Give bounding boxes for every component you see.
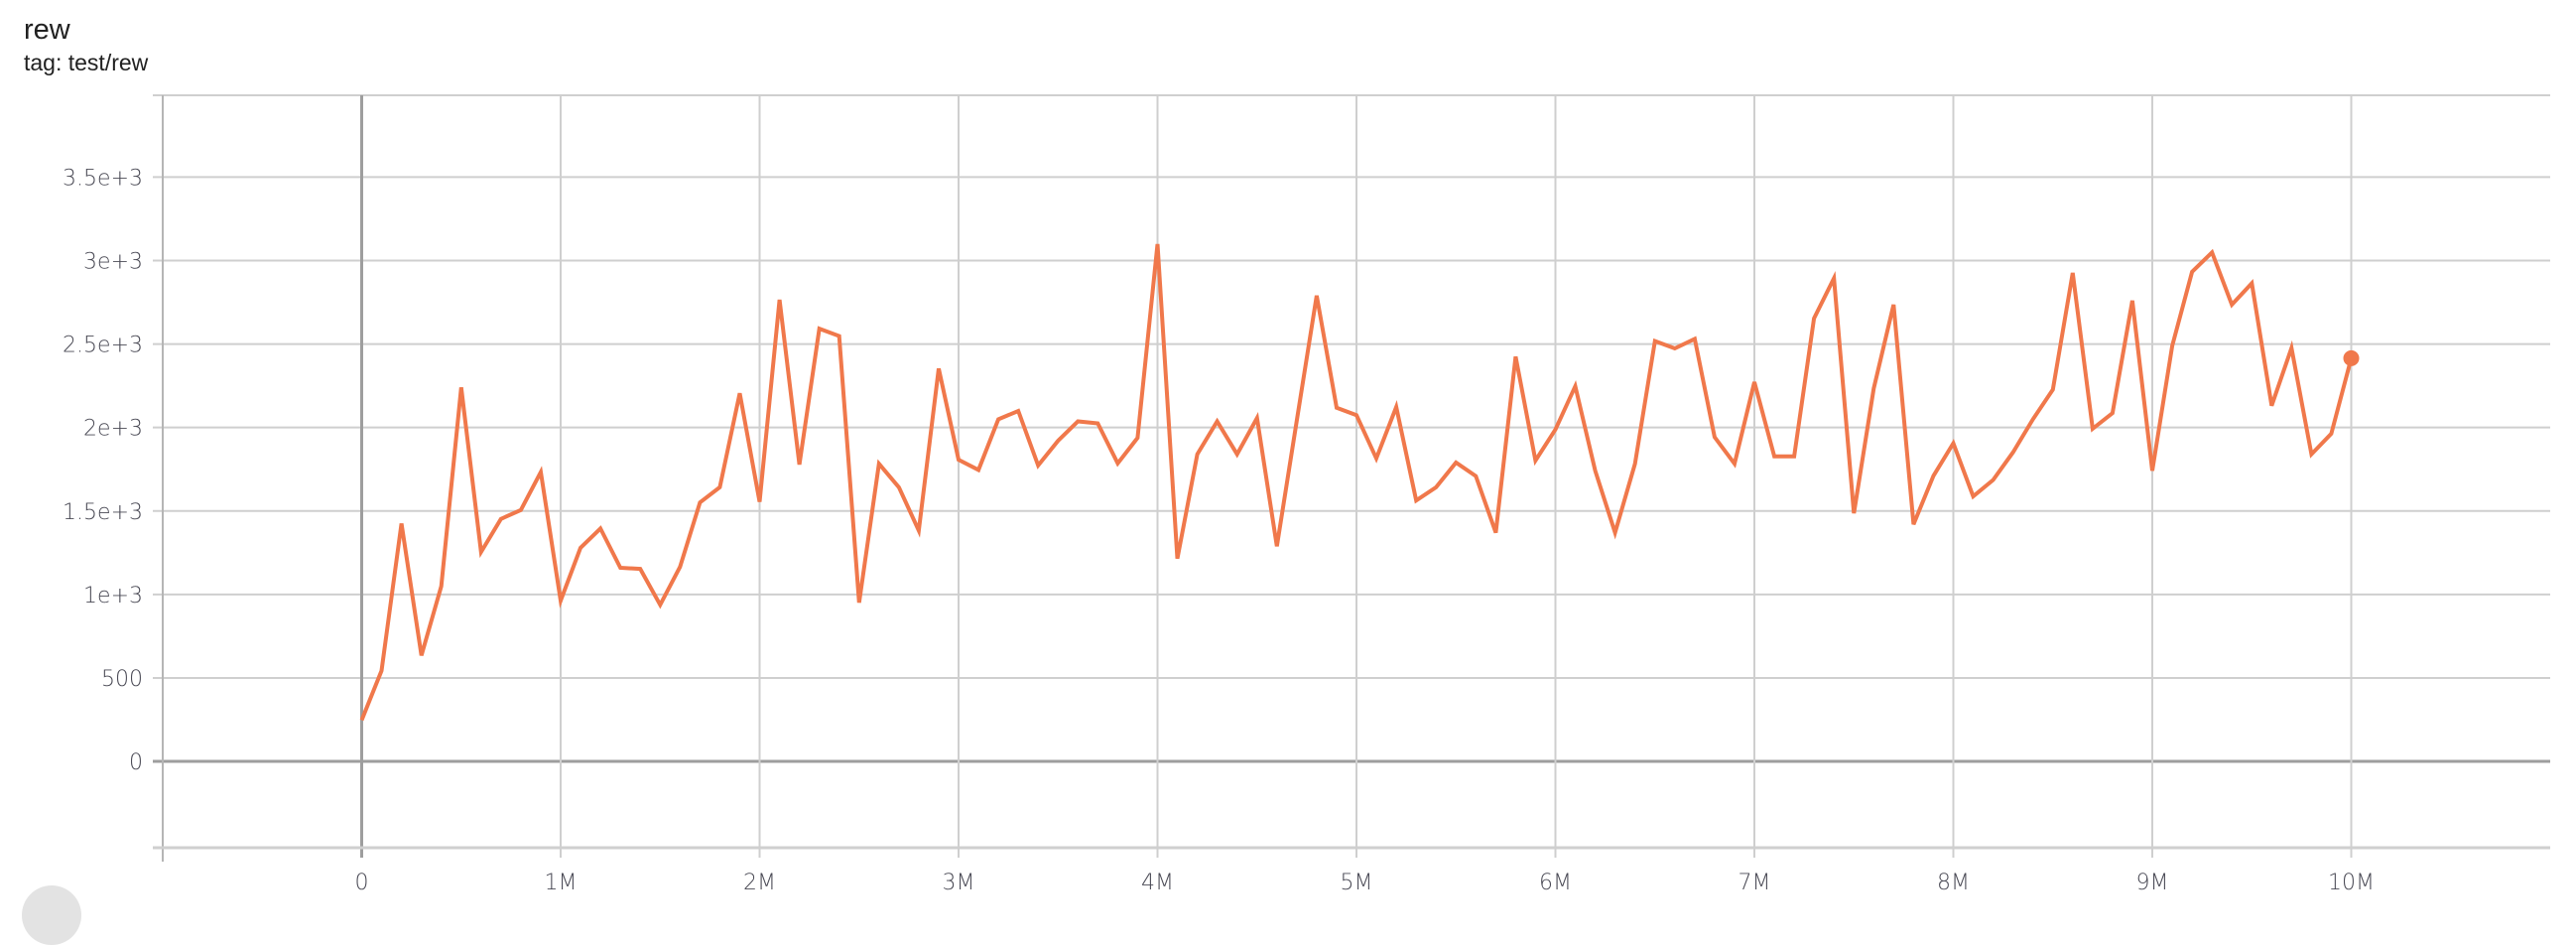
- x-tick-label: 0: [355, 871, 369, 895]
- series-layer: [359, 243, 2360, 722]
- line-chart: 0 500 1e+3 1.5e+3 2e+3 2.5e+3 3e+3 3.5e+3 0 1M 2M 3…: [63, 94, 2550, 895]
- y-tick-label: 3.5e+3: [63, 166, 143, 191]
- x-tick-label: 5M: [1341, 871, 1373, 895]
- x-tick-label: 1M: [545, 871, 578, 895]
- series-line: [359, 243, 2354, 722]
- chart-title: rew: [24, 14, 70, 46]
- y-tick-label: 1e+3: [83, 584, 143, 608]
- x-tick-label: 2M: [743, 871, 776, 895]
- axes: [153, 95, 2550, 862]
- chart-tag: tag: test/rew: [24, 50, 149, 75]
- y-tick-label: 1.5e+3: [63, 500, 143, 525]
- x-tick-label: 3M: [943, 871, 975, 895]
- y-tick-label: 2.5e+3: [63, 334, 143, 358]
- y-tick-label: 3e+3: [83, 250, 143, 275]
- y-tick-label: 500: [101, 667, 143, 692]
- x-tick-label: 6M: [1539, 871, 1572, 895]
- x-tick-label: 8M: [1937, 871, 1970, 895]
- fit-domain-button[interactable]: [22, 885, 81, 945]
- x-tick-label: 7M: [1739, 871, 1771, 895]
- tick-labels: 0 500 1e+3 1.5e+3 2e+3 2.5e+3 3e+3 3.5e+3 0 1M 2M 3…: [63, 166, 2375, 895]
- last-data-point: [2343, 349, 2360, 366]
- x-tick-label: 10M: [2328, 871, 2375, 895]
- y-tick-label: 2e+3: [83, 417, 143, 442]
- x-tick-label: 4M: [1141, 871, 1174, 895]
- gridlines: [153, 94, 2550, 858]
- x-tick-label: 9M: [2136, 871, 2169, 895]
- y-tick-label: 0: [129, 750, 143, 775]
